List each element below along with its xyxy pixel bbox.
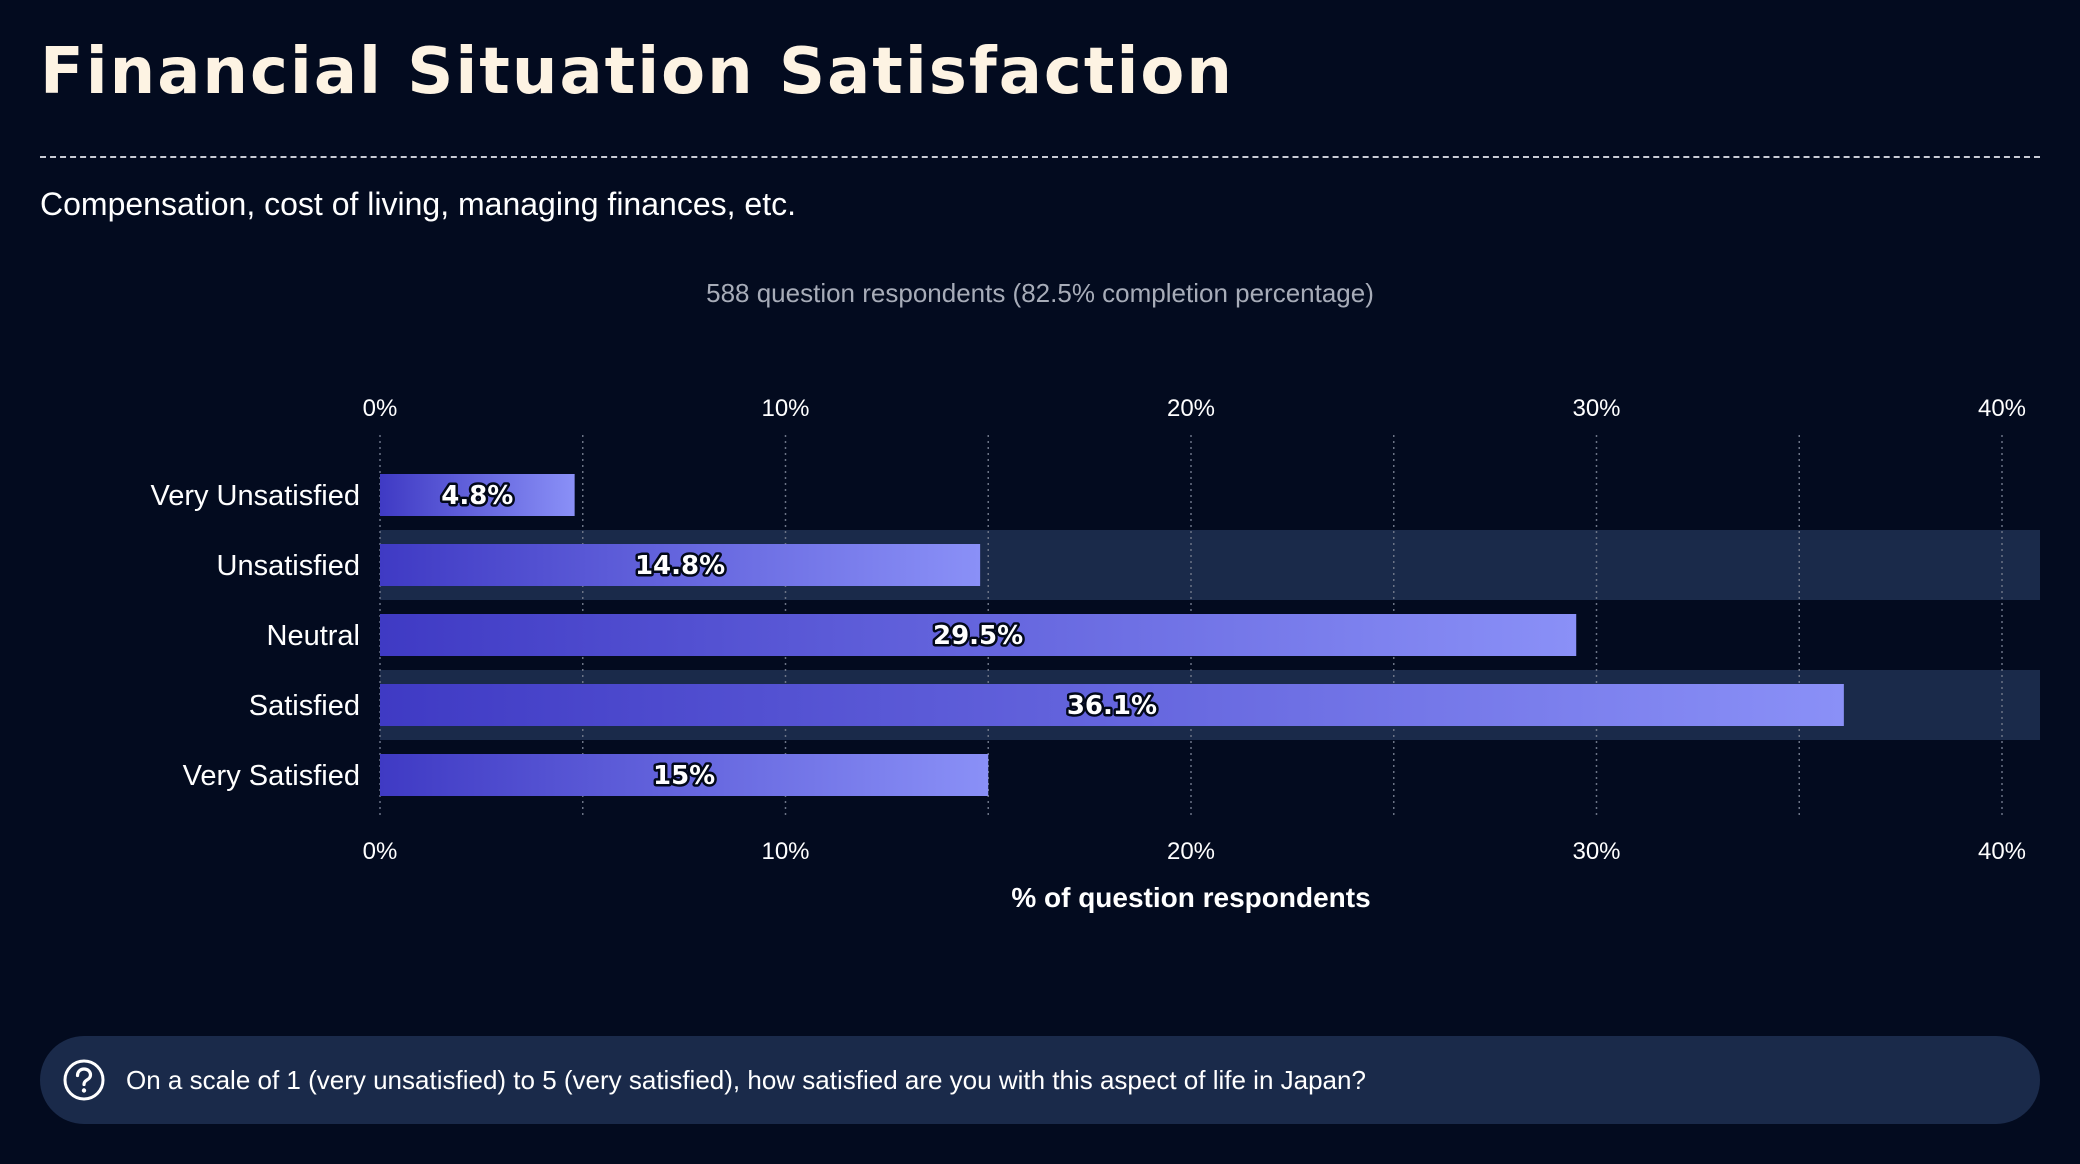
category-label: Neutral bbox=[267, 620, 361, 652]
bottom-tick-label: 10% bbox=[761, 838, 809, 865]
category-label: Satisfied bbox=[249, 690, 360, 722]
bottom-tick-label: 0% bbox=[363, 838, 398, 865]
top-tick-label: 30% bbox=[1572, 395, 1620, 422]
chart-subtitle: Compensation, cost of living, managing f… bbox=[40, 186, 796, 222]
top-tick-label: 0% bbox=[363, 395, 398, 422]
value-label: 15% bbox=[653, 761, 715, 791]
value-label: 4.8% bbox=[441, 481, 513, 511]
bar-very-satisfied[interactable] bbox=[380, 754, 989, 796]
value-label: 14.8% bbox=[635, 551, 725, 581]
category-label: Very Satisfied bbox=[183, 760, 360, 792]
bar-satisfied[interactable] bbox=[380, 684, 1844, 726]
x-axis-title: % of question respondents bbox=[1011, 882, 1370, 913]
category-label: Unsatisfied bbox=[217, 550, 360, 582]
top-tick-label: 10% bbox=[761, 395, 809, 422]
respondents-note: 588 question respondents (82.5% completi… bbox=[706, 278, 1374, 308]
question-circle-icon bbox=[63, 1059, 105, 1101]
bar-very-unsatisfied[interactable] bbox=[380, 474, 575, 516]
top-tick-label: 40% bbox=[1978, 395, 2026, 422]
top-tick-label: 20% bbox=[1167, 395, 1215, 422]
bottom-tick-label: 30% bbox=[1572, 838, 1620, 865]
category-label: Very Unsatisfied bbox=[150, 480, 360, 512]
bar-chart: Very Unsatisfied 4.8% Unsatisfied 14.8% Neut… bbox=[150, 395, 2040, 913]
chart-title: Financial Situation Satisfaction bbox=[40, 35, 1234, 109]
bottom-tick-label: 20% bbox=[1167, 838, 1215, 865]
value-label: 36.1% bbox=[1067, 691, 1157, 721]
title-divider bbox=[40, 156, 2040, 158]
value-label: 29.5% bbox=[933, 621, 1023, 651]
bar-neutral[interactable] bbox=[380, 614, 1577, 656]
bar-unsatisfied[interactable] bbox=[380, 544, 981, 586]
survey-question-text: On a scale of 1 (very unsatisfied) to 5 … bbox=[126, 1064, 1366, 1095]
bottom-tick-label: 40% bbox=[1978, 838, 2026, 865]
survey-question-box: On a scale of 1 (very unsatisfied) to 5 … bbox=[40, 1036, 2040, 1124]
